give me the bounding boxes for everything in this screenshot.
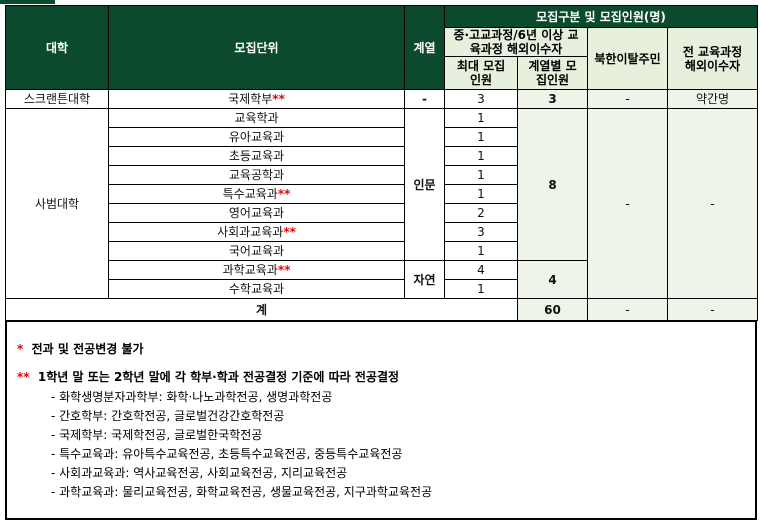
- unit-cell: 과학교육과**: [108, 260, 405, 280]
- by-track-cell: 3: [517, 89, 588, 109]
- total-by-track: 60: [517, 298, 588, 321]
- by-track-cell: 4: [517, 260, 588, 299]
- university-cell: 사범대학: [5, 108, 109, 299]
- col-overseas-all: 전 교육과정 해외이수자: [666, 27, 759, 90]
- col-track: 계열: [404, 5, 445, 90]
- table-row: 사회과교육과** 3: [6, 222, 758, 242]
- table-row: 영어교육과 2: [6, 203, 758, 223]
- max-cell: 1: [444, 146, 518, 166]
- max-cell: 4: [444, 260, 518, 280]
- note-item: - 화학생명분자과학부: 화학·나노과학전공, 생명과학전공: [51, 390, 333, 404]
- unit-cell: 특수교육과**: [108, 184, 405, 204]
- note-item: - 과학교육과: 물리교육전공, 화학교육전공, 생물교육전공, 지구과학교육전…: [51, 485, 433, 499]
- notes-box: * 전과 및 전공변경 불가 ** 1학년 말 또는 2학년 말에 각 학부·학…: [5, 321, 757, 520]
- unit-cell: 초등교육과: [108, 146, 405, 166]
- max-cell: 2: [444, 203, 518, 223]
- unit-cell: 국어교육과: [108, 241, 405, 261]
- university-cell: 스크랜튼대학: [5, 89, 109, 109]
- col-defector: 북한이탈주민: [587, 27, 668, 90]
- note-2: ** 1학년 말 또는 2학년 말에 각 학부·학과 전공결정 기준에 따라 전…: [17, 370, 400, 384]
- max-cell: 1: [444, 184, 518, 204]
- unit-cell: 유아교육과: [108, 127, 405, 147]
- col-max: 최대 모집인원: [444, 56, 518, 90]
- table-row: 스크랜튼대학 국제학부** - 3 3 - 약간명: [5, 89, 759, 109]
- max-cell: 1: [444, 108, 518, 128]
- track-cell: 인문: [404, 108, 445, 261]
- by-track-cell: 8: [517, 108, 588, 261]
- max-cell: 3: [444, 222, 518, 242]
- note-item: - 간호학부: 간호학전공, 글로벌건강간호학전공: [51, 409, 285, 423]
- col-by-track: 계열별 모집인원: [517, 56, 588, 90]
- note-2-list: - 화학생명분자과학부: 화학·나노과학전공, 생명과학전공 - 간호학부: 간…: [51, 388, 432, 502]
- total-label: 계: [5, 298, 518, 321]
- overseas-all-cell: 약간명: [666, 89, 759, 109]
- table-row: 사범대학 교육학과 인문 1 8 - -: [5, 108, 759, 299]
- max-cell: 1: [444, 127, 518, 147]
- track-cell: 자연: [404, 260, 445, 299]
- defector-cell: -: [587, 108, 668, 299]
- note-1: * 전과 및 전공변경 불가: [17, 342, 144, 356]
- max-cell: 1: [444, 165, 518, 185]
- overseas-all-cell: -: [666, 108, 759, 299]
- header-tab-bar: [0, 0, 55, 4]
- max-cell: 1: [444, 279, 518, 299]
- unit-cell: 교육학과: [108, 108, 405, 128]
- total-row: 계 60 - -: [5, 298, 759, 321]
- unit-cell: 국제학부**: [108, 89, 405, 109]
- unit-cell: 영어교육과: [108, 203, 405, 223]
- admission-table: 대학 모집단위 계열 모집구분 및 모집인원(명) 중·고교과정/6년 이상 교…: [5, 5, 759, 321]
- col-overseas6: 중·고교과정/6년 이상 교육과정 해외이수자: [444, 27, 588, 57]
- col-university: 대학: [5, 5, 109, 90]
- unit-cell: 수학교육과: [108, 279, 405, 299]
- table-row: 교육공학과 1: [6, 165, 758, 185]
- unit-cell: 교육공학과: [108, 165, 405, 185]
- max-cell: 1: [444, 241, 518, 261]
- note-item: - 특수교육과: 유아특수교육전공, 초등특수교육전공, 중등특수교육전공: [51, 447, 403, 461]
- total-overseas-all: -: [666, 298, 759, 321]
- total-defector: -: [587, 298, 668, 321]
- col-category-group: 모집구분 및 모집인원(명): [443, 5, 759, 28]
- unit-cell: 사회과교육과**: [108, 222, 405, 242]
- col-unit: 모집단위: [108, 5, 405, 90]
- track-cell: -: [404, 89, 445, 109]
- note-item: - 사회과교육과: 역사교육전공, 사회교육전공, 지리교육전공: [51, 466, 348, 480]
- max-cell: 3: [444, 89, 518, 109]
- note-item: - 국제학부: 국제학전공, 글로벌한국학전공: [51, 428, 263, 442]
- defector-cell: -: [587, 89, 668, 109]
